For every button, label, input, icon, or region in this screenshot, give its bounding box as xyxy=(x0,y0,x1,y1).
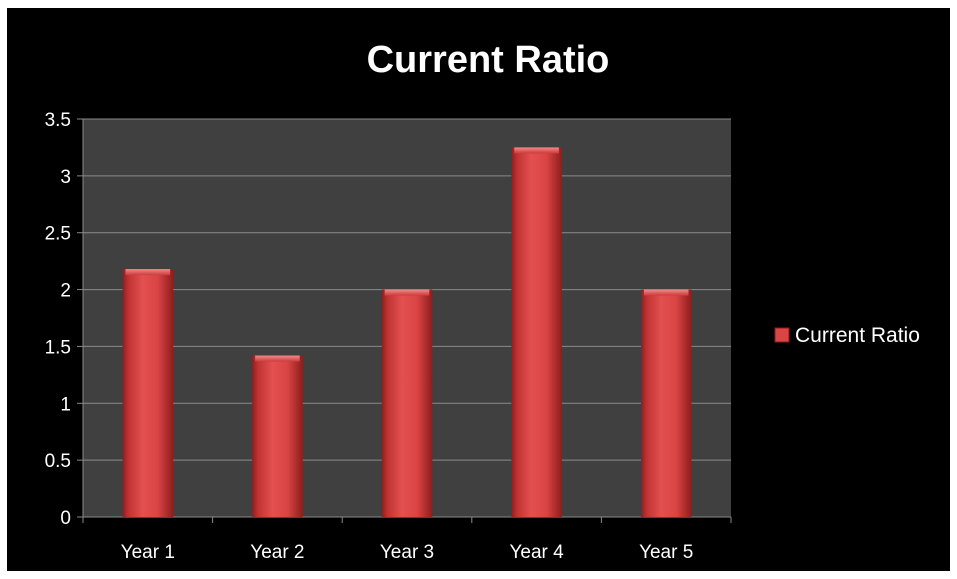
bar-cap xyxy=(643,289,689,296)
bars xyxy=(122,147,692,517)
bar xyxy=(640,289,692,517)
legend: Current Ratio xyxy=(774,324,920,347)
x-tick-label: Year 3 xyxy=(380,542,434,563)
y-tick-label: 2.5 xyxy=(45,224,71,245)
y-tick-label: 0.5 xyxy=(45,451,71,472)
bar xyxy=(252,355,303,517)
x-tick-label: Year 5 xyxy=(639,542,693,563)
bar-group xyxy=(381,289,433,517)
y-tick-label: 1 xyxy=(60,394,71,415)
bar-cap xyxy=(125,269,171,276)
x-tick-label: Year 1 xyxy=(121,542,175,563)
bar-group xyxy=(511,147,562,517)
bar-group xyxy=(640,289,692,517)
x-tick-label: Year 4 xyxy=(509,542,564,563)
bar-cap xyxy=(255,355,300,362)
chart-title: Current Ratio xyxy=(367,39,610,81)
bar xyxy=(511,147,562,517)
bar-cap xyxy=(514,147,559,154)
bar xyxy=(381,289,433,517)
y-tick-label: 3 xyxy=(60,167,71,188)
legend-label-current-ratio: Current Ratio xyxy=(795,324,920,347)
legend-swatch-current-ratio xyxy=(774,327,790,343)
chart-frame: Current Ratio 0 0.5 1 1.5 2 2.5 3 3.5 Year 1 Yea… xyxy=(7,8,950,571)
x-tick-label: Year 2 xyxy=(250,542,304,563)
bar xyxy=(122,269,174,517)
y-tick-label: 3.5 xyxy=(45,110,71,131)
bar-cap xyxy=(384,289,430,296)
x-axis-ticks: Year 1 Year 2 Year 3 Year 4 Year 5 xyxy=(82,517,732,563)
y-tick-label: 0 xyxy=(60,508,71,529)
y-tick-label: 1.5 xyxy=(45,337,71,358)
y-tick-label: 2 xyxy=(60,281,71,302)
bar-group xyxy=(122,269,174,517)
bar-group xyxy=(252,355,303,517)
bar-chart: Current Ratio 00.511.522.533.5 Year 1 Yea… xyxy=(45,39,920,563)
y-axis-ticks: 0 0.5 1 1.5 2 2.5 3 3.5 xyxy=(45,110,83,529)
